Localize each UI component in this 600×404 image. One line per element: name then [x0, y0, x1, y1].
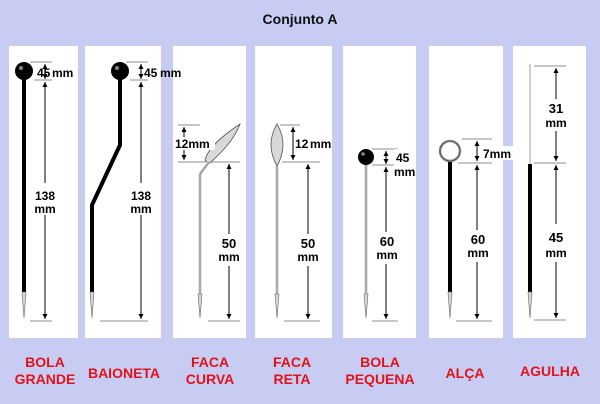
instrument-agulha: 31 mm 45 mm: [527, 64, 567, 321]
dim-blade-length: 12: [295, 137, 309, 151]
dim-ball-unit: mm: [52, 66, 73, 80]
panel-alca: [429, 46, 503, 338]
panel-faca-reta: [255, 46, 332, 338]
label-agulha: AGULHA: [520, 363, 580, 379]
dim-blade-length: 12mm: [175, 137, 210, 151]
dim-length: 50: [301, 236, 315, 251]
label-bola-pequena: BOLA PEQUENA: [345, 354, 415, 387]
instrument-baioneta: 45 mm 138 mm: [89, 61, 181, 322]
label-faca-reta: FACA RETA: [272, 354, 312, 387]
panel-bola-pequena: [343, 46, 416, 338]
instrument-faca-reta: 12 mm 50 mm: [270, 123, 331, 322]
dim-length: 60: [380, 234, 394, 249]
dim-ball-unit: mm: [394, 165, 415, 179]
dim-length: 138: [131, 189, 151, 203]
panel-agulha: [513, 46, 586, 338]
instrument-faca-curva: 12mm 50 mm: [175, 122, 241, 322]
dim-length-unit: mm: [376, 248, 397, 262]
dim-length-unit: mm: [467, 246, 488, 260]
dim-tip-length: 31: [549, 101, 563, 116]
dim-length: 138: [35, 189, 55, 203]
label-bola-grande: BOLA GRANDE: [14, 354, 76, 387]
instrument-bola-grande: 45 mm 138 mm: [15, 61, 73, 322]
dim-length: 45: [549, 230, 563, 245]
dim-length-unit: mm: [218, 250, 239, 264]
label-faca-curva: FACA CURVA: [185, 354, 235, 387]
dim-length-unit: mm: [545, 246, 566, 260]
dim-ball-diameter: 45: [396, 151, 410, 165]
dim-ball-diameter: 45: [37, 66, 51, 80]
dim-length: 50: [222, 236, 236, 251]
diagram-title: Conjunto A: [262, 11, 338, 27]
dim-blade-unit: mm: [310, 137, 331, 151]
dim-length-unit: mm: [34, 202, 55, 216]
dim-length-unit: mm: [130, 202, 151, 216]
dim-length: 60: [471, 232, 485, 247]
dim-length-unit: mm: [297, 250, 318, 264]
label-baioneta: BAIONETA: [87, 365, 161, 381]
dim-ball-unit: mm: [160, 66, 181, 80]
dim-ball-diameter: 45: [144, 66, 158, 80]
label-alca: ALÇA: [445, 365, 485, 381]
instrument-bola-pequena: 45 mm 60 mm: [358, 148, 415, 322]
instrument-alca: 7mm 60 mm: [438, 138, 516, 322]
panel-faca-curva: [173, 46, 246, 338]
dim-tip-unit: mm: [545, 116, 566, 130]
dim-loop-diameter: 7mm: [483, 147, 511, 161]
